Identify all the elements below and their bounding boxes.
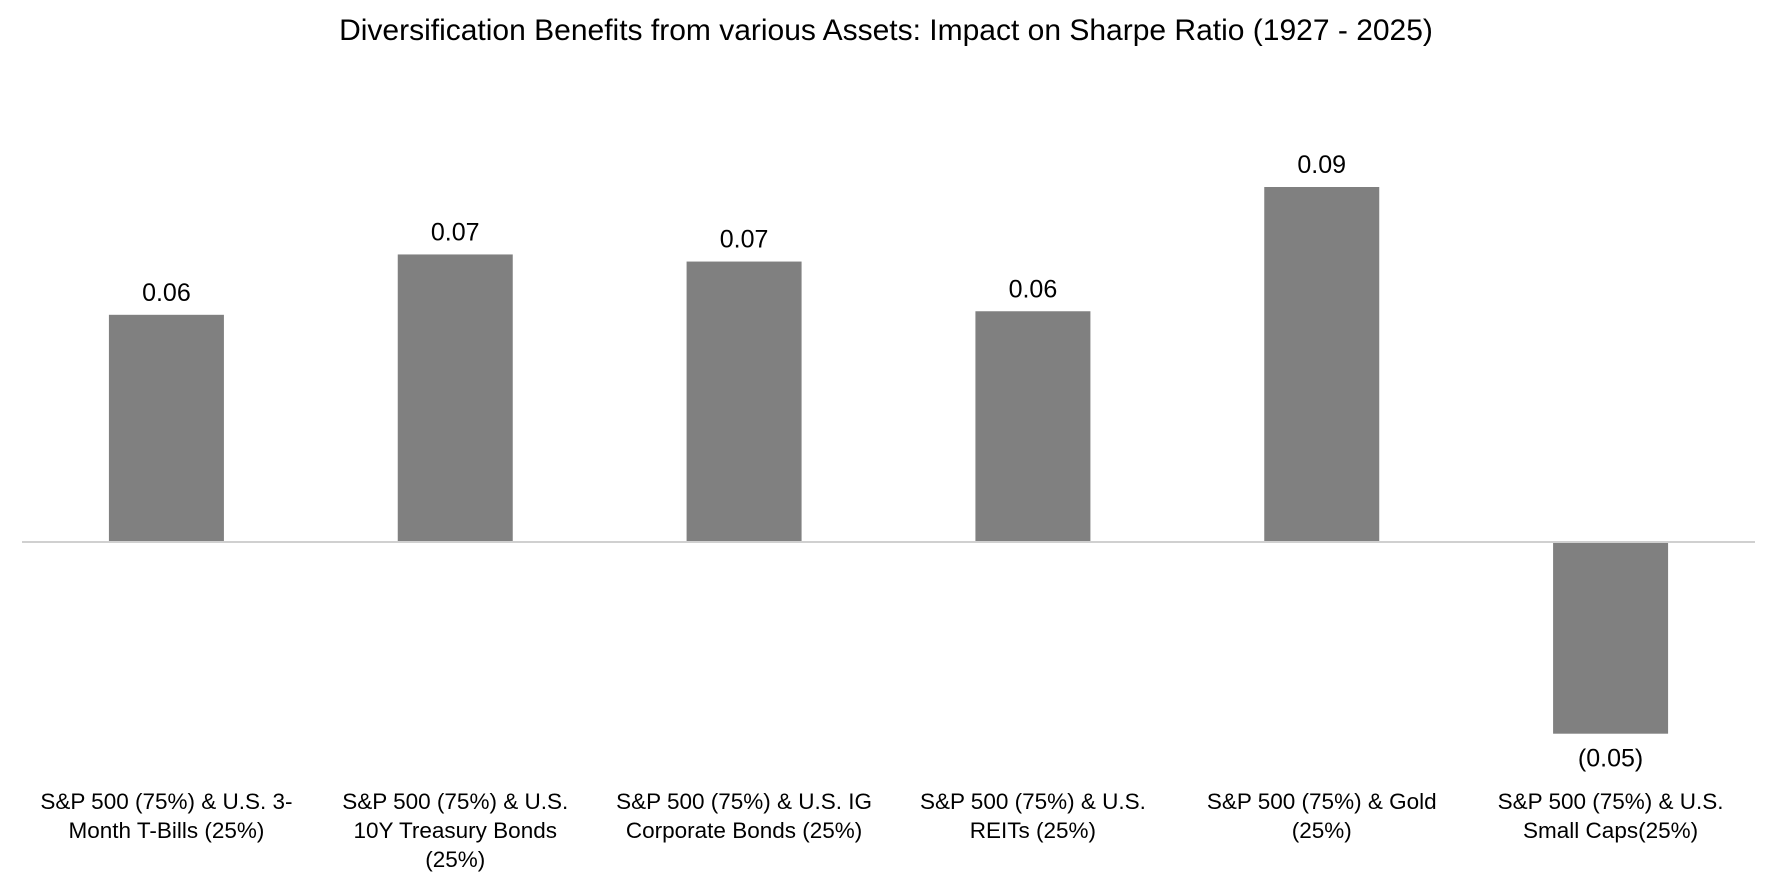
category-label-2: S&P 500 (75%) & U.S. 10Y Treasury Bonds (2… — [342, 789, 568, 872]
category-label-4: S&P 500 (75%) & U.S. REITs (25%) — [920, 789, 1146, 843]
category-labels-group: S&P 500 (75%) & U.S. 3-Month T-Bills (25… — [40, 789, 1723, 872]
category-label-5: S&P 500 (75%) & Gold (25%) — [1207, 789, 1437, 843]
bar-1 — [108, 314, 224, 542]
bar-3 — [686, 261, 802, 542]
data-label-5: 0.09 — [1297, 151, 1346, 179]
bar-5 — [1264, 187, 1380, 542]
value-labels-group: 0.06 0.07 0.07 0.06 0.09 (0.05) — [142, 151, 1643, 773]
data-label-1: 0.06 — [142, 279, 191, 307]
data-label-4: 0.06 — [1009, 275, 1058, 303]
data-label-3: 0.07 — [720, 226, 769, 254]
data-label-6: (0.05) — [1578, 745, 1643, 773]
chart-title: Diversification Benefits from various As… — [339, 14, 1433, 47]
category-label-6: S&P 500 (75%) & U.S. Small Caps(25%) — [1498, 789, 1724, 843]
data-label-2: 0.07 — [431, 218, 480, 246]
bars-group — [108, 187, 1669, 734]
bar-2 — [397, 254, 513, 542]
category-label-1: S&P 500 (75%) & U.S. 3-Month T-Bills (25… — [40, 789, 292, 843]
bar-6 — [1553, 542, 1669, 734]
category-label-3: S&P 500 (75%) & U.S. IG Corporate Bonds (… — [616, 789, 872, 843]
bar-4 — [975, 311, 1091, 542]
